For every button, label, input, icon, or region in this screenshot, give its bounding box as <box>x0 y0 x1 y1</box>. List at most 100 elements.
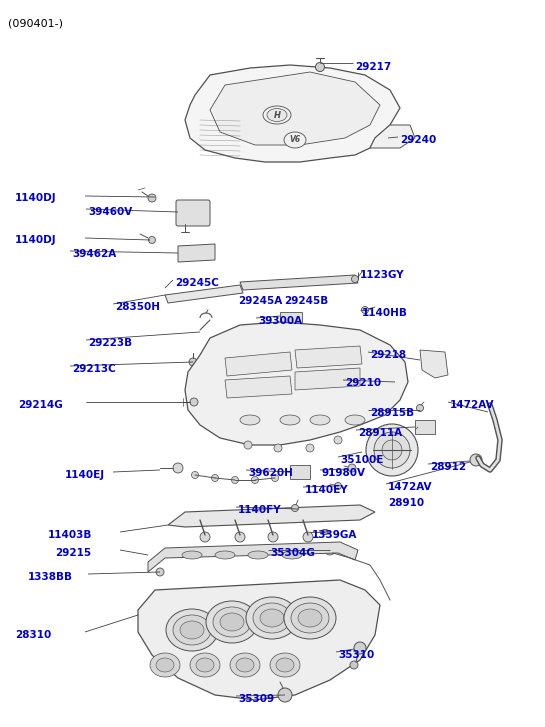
Text: 1339GA: 1339GA <box>312 530 358 540</box>
Circle shape <box>334 436 342 444</box>
Circle shape <box>211 475 219 481</box>
Text: 35309: 35309 <box>238 694 274 704</box>
Ellipse shape <box>220 613 244 631</box>
Text: 1140DJ: 1140DJ <box>15 193 57 203</box>
Circle shape <box>251 476 258 483</box>
Text: 29215: 29215 <box>55 548 91 558</box>
Polygon shape <box>185 65 400 162</box>
Circle shape <box>148 194 156 202</box>
Ellipse shape <box>260 609 284 627</box>
Circle shape <box>200 532 210 542</box>
Ellipse shape <box>263 106 291 124</box>
Ellipse shape <box>190 653 220 677</box>
Text: 35100E: 35100E <box>340 455 383 465</box>
Circle shape <box>306 444 314 452</box>
Circle shape <box>278 688 292 702</box>
Ellipse shape <box>284 132 306 148</box>
Ellipse shape <box>156 658 174 672</box>
Text: 1338BB: 1338BB <box>28 572 73 582</box>
Ellipse shape <box>310 415 330 425</box>
Circle shape <box>189 358 197 366</box>
Circle shape <box>323 529 328 534</box>
Text: 28350H: 28350H <box>115 302 160 312</box>
Ellipse shape <box>284 597 336 639</box>
Circle shape <box>416 404 423 411</box>
Text: 1472AV: 1472AV <box>388 482 433 492</box>
Ellipse shape <box>196 658 214 672</box>
Ellipse shape <box>382 440 402 460</box>
Text: 1140EY: 1140EY <box>305 485 349 495</box>
Bar <box>290 465 310 479</box>
Polygon shape <box>168 505 375 527</box>
Ellipse shape <box>248 551 268 559</box>
Circle shape <box>271 475 278 481</box>
FancyBboxPatch shape <box>176 200 210 226</box>
Ellipse shape <box>282 551 302 559</box>
Ellipse shape <box>173 615 211 645</box>
Polygon shape <box>165 285 243 303</box>
Text: 29218: 29218 <box>370 350 406 360</box>
Circle shape <box>232 476 239 483</box>
Circle shape <box>470 454 482 466</box>
Circle shape <box>354 642 366 654</box>
Text: 29245B: 29245B <box>284 296 328 306</box>
Text: 29245C: 29245C <box>175 278 219 288</box>
Text: 39462A: 39462A <box>72 249 116 259</box>
Circle shape <box>292 505 299 512</box>
Polygon shape <box>178 244 215 262</box>
Text: 1140FY: 1140FY <box>238 505 282 515</box>
Text: 1123GY: 1123GY <box>360 270 404 280</box>
Ellipse shape <box>240 415 260 425</box>
Text: 28910: 28910 <box>388 498 424 508</box>
Ellipse shape <box>298 609 322 627</box>
Text: 28912: 28912 <box>430 462 466 472</box>
Ellipse shape <box>236 658 254 672</box>
Text: 29240: 29240 <box>400 135 436 145</box>
Polygon shape <box>225 352 292 376</box>
Text: H: H <box>274 111 281 119</box>
Ellipse shape <box>276 658 294 672</box>
Ellipse shape <box>206 601 258 643</box>
Ellipse shape <box>280 415 300 425</box>
Ellipse shape <box>374 432 410 468</box>
Circle shape <box>361 307 368 313</box>
Ellipse shape <box>150 653 180 677</box>
Bar <box>415 420 435 434</box>
Circle shape <box>335 483 342 489</box>
Polygon shape <box>370 125 415 148</box>
Circle shape <box>303 532 313 542</box>
Polygon shape <box>225 376 292 398</box>
Polygon shape <box>240 275 358 290</box>
Circle shape <box>235 532 245 542</box>
Ellipse shape <box>366 424 418 476</box>
Text: 35304G: 35304G <box>270 548 315 558</box>
Ellipse shape <box>182 551 202 559</box>
Text: 39300A: 39300A <box>258 316 302 326</box>
Circle shape <box>325 545 335 555</box>
Text: 1472AV: 1472AV <box>450 400 494 410</box>
Text: 1140DJ: 1140DJ <box>15 235 57 245</box>
Text: 1140HB: 1140HB <box>362 308 408 318</box>
Text: 35310: 35310 <box>338 650 374 660</box>
Text: 29213C: 29213C <box>72 364 116 374</box>
Text: 28915B: 28915B <box>370 408 414 418</box>
Ellipse shape <box>246 597 298 639</box>
Text: 11403B: 11403B <box>48 530 92 540</box>
Text: 28310: 28310 <box>15 630 51 640</box>
Ellipse shape <box>270 653 300 677</box>
Ellipse shape <box>321 529 329 534</box>
Ellipse shape <box>267 108 287 121</box>
Polygon shape <box>420 350 448 378</box>
Ellipse shape <box>291 603 329 633</box>
Polygon shape <box>295 368 360 390</box>
Circle shape <box>268 532 278 542</box>
Ellipse shape <box>215 551 235 559</box>
Circle shape <box>316 63 324 71</box>
Text: 29217: 29217 <box>355 62 391 72</box>
Text: 1140EJ: 1140EJ <box>65 470 105 480</box>
Bar <box>280 312 302 326</box>
Circle shape <box>148 236 155 244</box>
Circle shape <box>244 441 252 449</box>
Text: 29223B: 29223B <box>88 338 132 348</box>
Ellipse shape <box>180 621 204 639</box>
